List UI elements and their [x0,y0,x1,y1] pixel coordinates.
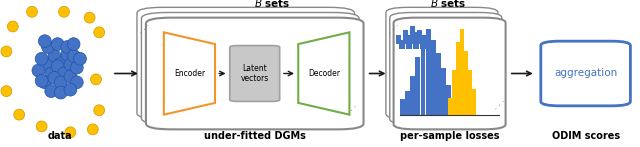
Bar [420,38,426,115]
Text: · · ·: · · · [387,22,403,37]
Ellipse shape [14,109,25,120]
Text: aggregation: aggregation [554,69,617,78]
Ellipse shape [61,48,74,61]
Bar [460,29,464,115]
FancyBboxPatch shape [394,18,506,129]
Ellipse shape [67,49,80,62]
Ellipse shape [48,49,61,62]
Ellipse shape [64,83,77,96]
Ellipse shape [70,76,83,89]
Polygon shape [164,32,215,115]
Ellipse shape [1,86,12,97]
Bar [403,30,408,44]
Ellipse shape [84,12,95,23]
Bar [413,32,419,49]
Ellipse shape [42,58,54,71]
FancyBboxPatch shape [137,7,355,119]
Bar [456,42,460,115]
Bar [472,89,476,115]
Bar [436,53,441,115]
Text: · · ·: · · · [493,98,509,114]
FancyBboxPatch shape [141,12,359,124]
Text: Encoder: Encoder [174,69,205,78]
Text: $\mathit{B}$ sets: $\mathit{B}$ sets [253,0,291,9]
Text: Decoder: Decoder [308,69,340,78]
Ellipse shape [94,105,105,116]
Text: under-fitted DGMs: under-fitted DGMs [204,131,306,141]
Ellipse shape [74,52,86,65]
Ellipse shape [58,67,70,80]
Ellipse shape [48,71,61,84]
Ellipse shape [54,76,67,89]
Bar [410,76,415,115]
FancyBboxPatch shape [230,46,280,101]
Ellipse shape [42,41,54,54]
Bar [396,35,401,44]
Ellipse shape [65,127,76,138]
Text: · · ·: · · · [345,102,360,118]
Ellipse shape [64,58,77,71]
Bar [468,70,472,115]
Ellipse shape [87,124,99,135]
Bar [420,35,426,49]
Bar [406,35,412,49]
Ellipse shape [59,6,69,17]
Bar [405,91,410,115]
Bar [426,29,431,115]
Ellipse shape [64,70,77,83]
Bar [441,68,446,115]
Ellipse shape [38,76,51,89]
Ellipse shape [51,38,64,51]
FancyBboxPatch shape [390,12,502,124]
Bar [431,40,436,115]
Text: data: data [47,131,72,141]
Text: ODIM scores: ODIM scores [552,131,620,141]
Bar [400,99,404,115]
Bar [428,40,433,49]
Ellipse shape [94,27,105,38]
Bar [452,70,456,115]
FancyBboxPatch shape [386,7,498,119]
Bar [464,51,468,115]
FancyBboxPatch shape [541,41,630,106]
Ellipse shape [36,121,47,132]
Text: per-sample losses: per-sample losses [400,131,499,141]
FancyBboxPatch shape [146,18,364,129]
Ellipse shape [91,74,101,85]
Bar [424,35,429,44]
Ellipse shape [70,61,83,74]
Bar [448,98,452,115]
Text: Latent
vectors: Latent vectors [241,64,269,83]
Bar [415,57,420,115]
Ellipse shape [54,57,67,70]
Bar [417,30,422,44]
Bar [410,26,415,44]
Polygon shape [298,32,349,115]
Ellipse shape [38,35,51,48]
Ellipse shape [51,60,64,73]
Bar [447,85,451,115]
Ellipse shape [8,21,19,32]
Ellipse shape [27,6,37,17]
Ellipse shape [32,64,45,77]
Ellipse shape [61,41,74,54]
Ellipse shape [35,52,48,65]
Ellipse shape [1,46,12,57]
Ellipse shape [45,85,58,98]
Ellipse shape [67,38,80,51]
Ellipse shape [54,86,67,99]
Ellipse shape [35,74,48,87]
Bar [399,40,405,49]
Text: $\mathit{B}$ sets: $\mathit{B}$ sets [429,0,467,9]
Ellipse shape [45,67,58,80]
Text: · · ·: · · · [138,22,153,37]
